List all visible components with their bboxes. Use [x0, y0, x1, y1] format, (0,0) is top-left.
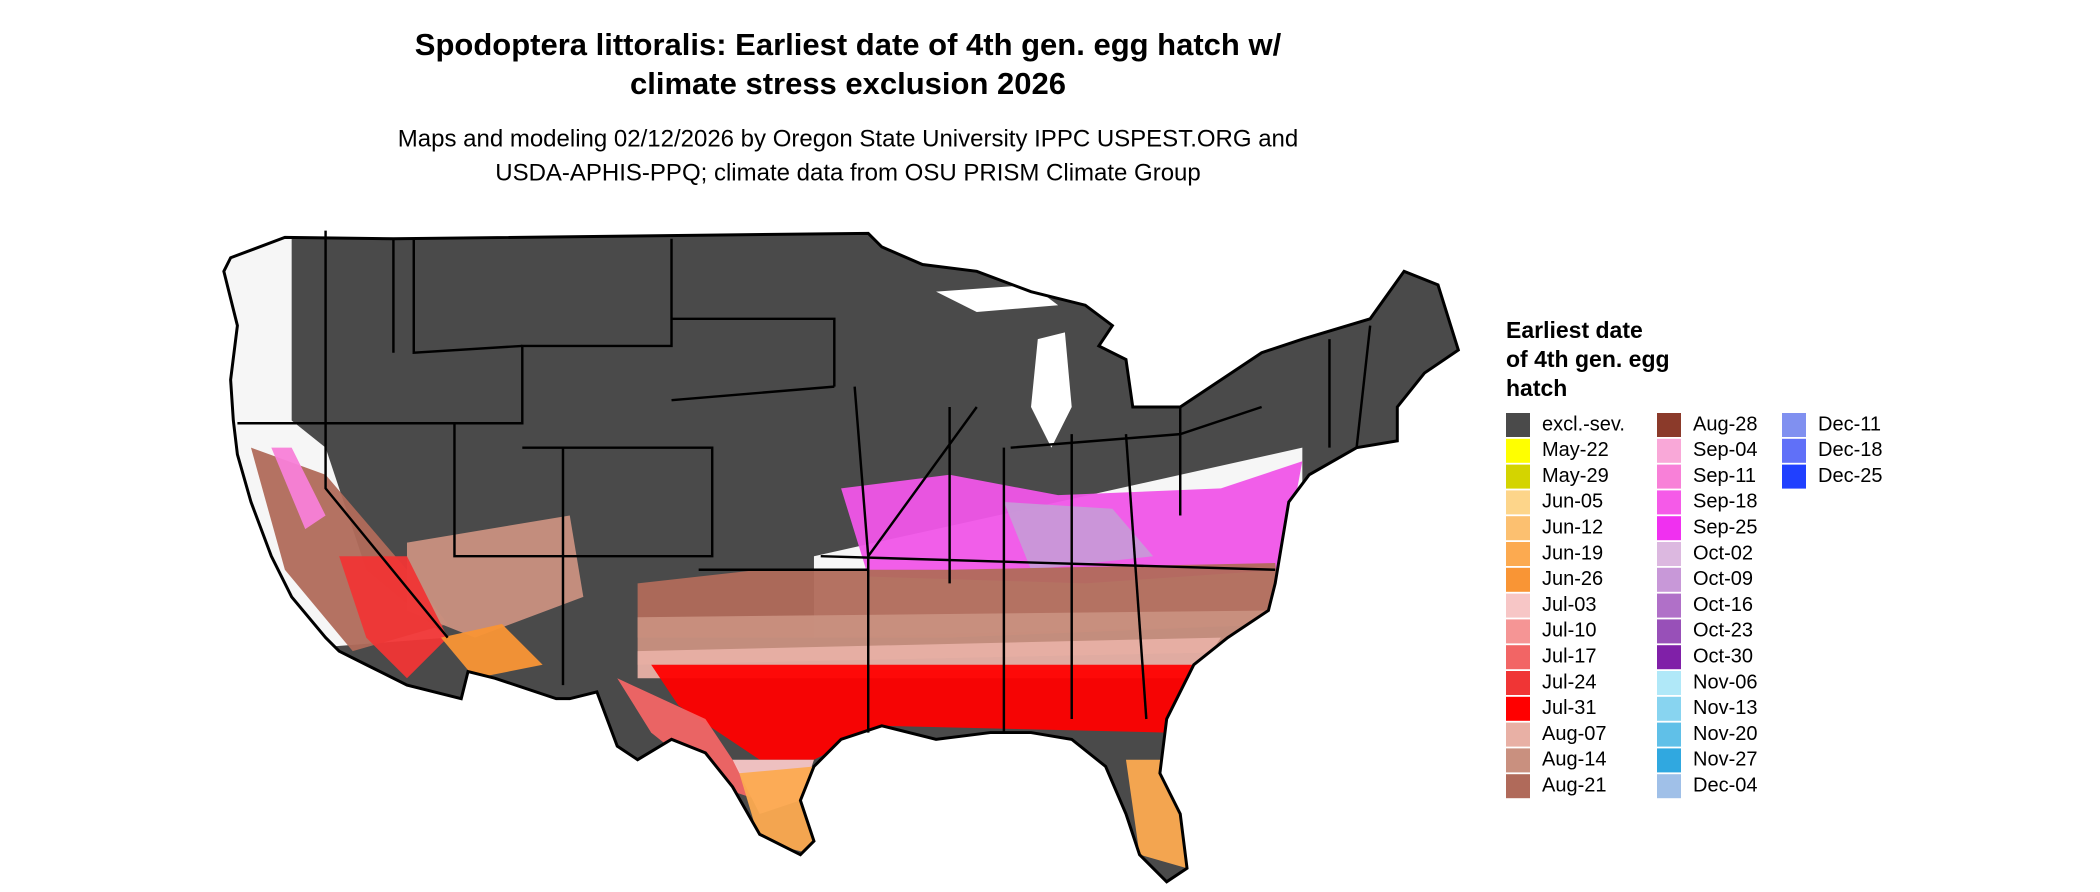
legend-swatch — [1657, 593, 1681, 618]
legend-label: Jul-10 — [1542, 620, 1596, 642]
subtitle-line: Maps and modeling 02/12/2026 by Oregon S… — [398, 125, 1298, 152]
legend-label: Aug-21 — [1542, 774, 1607, 796]
legend-title-line: Earliest date — [1506, 317, 1643, 343]
legend-title-line: of 4th gen. egg — [1506, 346, 1670, 372]
legend-label: Oct-09 — [1693, 568, 1753, 590]
legend-swatch — [1657, 774, 1681, 799]
us-map — [222, 230, 1461, 884]
legend-swatch — [1657, 696, 1681, 721]
great-lake — [1031, 332, 1072, 448]
legend-swatch — [1782, 413, 1806, 437]
legend-label: Jun-26 — [1542, 568, 1603, 590]
legend-label: Jun-12 — [1542, 516, 1603, 538]
legend-swatch — [1506, 645, 1530, 670]
state-border — [671, 317, 836, 387]
legend-label: Sep-25 — [1693, 516, 1758, 538]
subtitle-line: USDA-APHIS-PPQ; climate data from OSU PR… — [495, 159, 1201, 186]
legend-swatch — [1782, 438, 1806, 463]
zone — [1125, 759, 1188, 869]
legend-label: Sep-18 — [1693, 491, 1758, 513]
legend-swatch — [1506, 490, 1530, 515]
legend-swatch — [1657, 438, 1681, 463]
legend-label: Dec-11 — [1818, 413, 1881, 435]
zone — [271, 447, 326, 530]
zone — [339, 556, 448, 679]
legend-swatch — [1657, 567, 1681, 592]
legend-label: Dec-25 — [1818, 465, 1882, 487]
title-line: Spodoptera littoralis: Earliest date of … — [415, 27, 1282, 62]
legend-label: Oct-16 — [1693, 594, 1753, 616]
legend-swatch — [1506, 593, 1530, 618]
zone — [1003, 501, 1154, 570]
legend-swatch — [1657, 748, 1681, 773]
legend-swatch — [1657, 722, 1681, 747]
legend: Earliest date of 4th gen. egg hatch excl.-s… — [1506, 317, 1882, 799]
zone — [651, 664, 1194, 760]
legend-swatch — [1506, 516, 1530, 541]
legend-label: May-22 — [1542, 439, 1609, 461]
legend-label: Dec-18 — [1818, 439, 1882, 461]
legend-swatch — [1506, 567, 1530, 592]
legend-label: May-29 — [1542, 465, 1609, 487]
legend-swatch — [1506, 542, 1530, 566]
legend-label: Nov-06 — [1693, 671, 1757, 693]
legend-swatch — [1506, 619, 1530, 644]
legend-label: Jul-24 — [1542, 671, 1596, 693]
legend-swatch — [1506, 722, 1530, 747]
country-outline — [222, 231, 1461, 884]
legend-label: Aug-07 — [1542, 723, 1607, 745]
legend-label: Oct-30 — [1693, 645, 1753, 667]
legend-swatch — [1657, 542, 1681, 566]
legend-label: Sep-11 — [1693, 465, 1756, 487]
legend-label: Nov-20 — [1693, 723, 1757, 745]
state-border — [671, 385, 835, 402]
legend-label: Oct-23 — [1693, 620, 1753, 642]
legend-swatch — [1657, 413, 1681, 437]
legend-swatch — [1657, 619, 1681, 644]
title-line: climate stress exclusion 2026 — [630, 66, 1066, 101]
legend-label: Jul-03 — [1542, 594, 1596, 616]
legend-label: Oct-02 — [1693, 542, 1753, 564]
legend-label: Nov-13 — [1693, 697, 1757, 719]
legend-swatch — [1657, 671, 1681, 695]
zone — [440, 624, 543, 679]
state-border — [325, 238, 673, 425]
state-border — [1124, 434, 1148, 720]
zone — [406, 515, 584, 638]
legend-swatch — [1506, 696, 1530, 721]
legend-label: Aug-28 — [1693, 413, 1758, 435]
legend-label: Jul-17 — [1542, 645, 1596, 667]
legend-swatch — [1506, 671, 1530, 695]
legend-swatch — [1657, 645, 1681, 670]
state-border — [453, 423, 563, 558]
legend-label: Jun-05 — [1542, 491, 1603, 513]
legend-swatch — [1657, 516, 1681, 541]
legend-swatch — [1506, 774, 1530, 799]
state-border — [1355, 325, 1372, 448]
state-border — [412, 238, 523, 355]
legend-label: Nov-27 — [1693, 749, 1757, 771]
legend-label: Sep-04 — [1693, 439, 1758, 461]
legend-swatch — [1506, 748, 1530, 773]
state-border — [522, 446, 714, 558]
legend-swatch — [1782, 464, 1806, 489]
legend-label: Dec-04 — [1693, 774, 1757, 796]
state-border — [853, 386, 978, 560]
legend-title-line: hatch — [1506, 375, 1567, 401]
legend-swatch — [1506, 413, 1530, 437]
legend-label: excl.-sev. — [1542, 413, 1625, 435]
legend-label: Jul-31 — [1542, 697, 1596, 719]
legend-swatch — [1657, 464, 1681, 489]
legend-swatch — [1506, 438, 1530, 463]
zone — [617, 678, 760, 801]
state-border — [820, 554, 1276, 571]
legend-swatch — [1657, 490, 1681, 515]
legend-label: Jun-19 — [1542, 542, 1603, 564]
state-border — [237, 422, 449, 639]
legend-swatch — [1506, 464, 1530, 489]
legend-label: Aug-14 — [1542, 749, 1607, 771]
